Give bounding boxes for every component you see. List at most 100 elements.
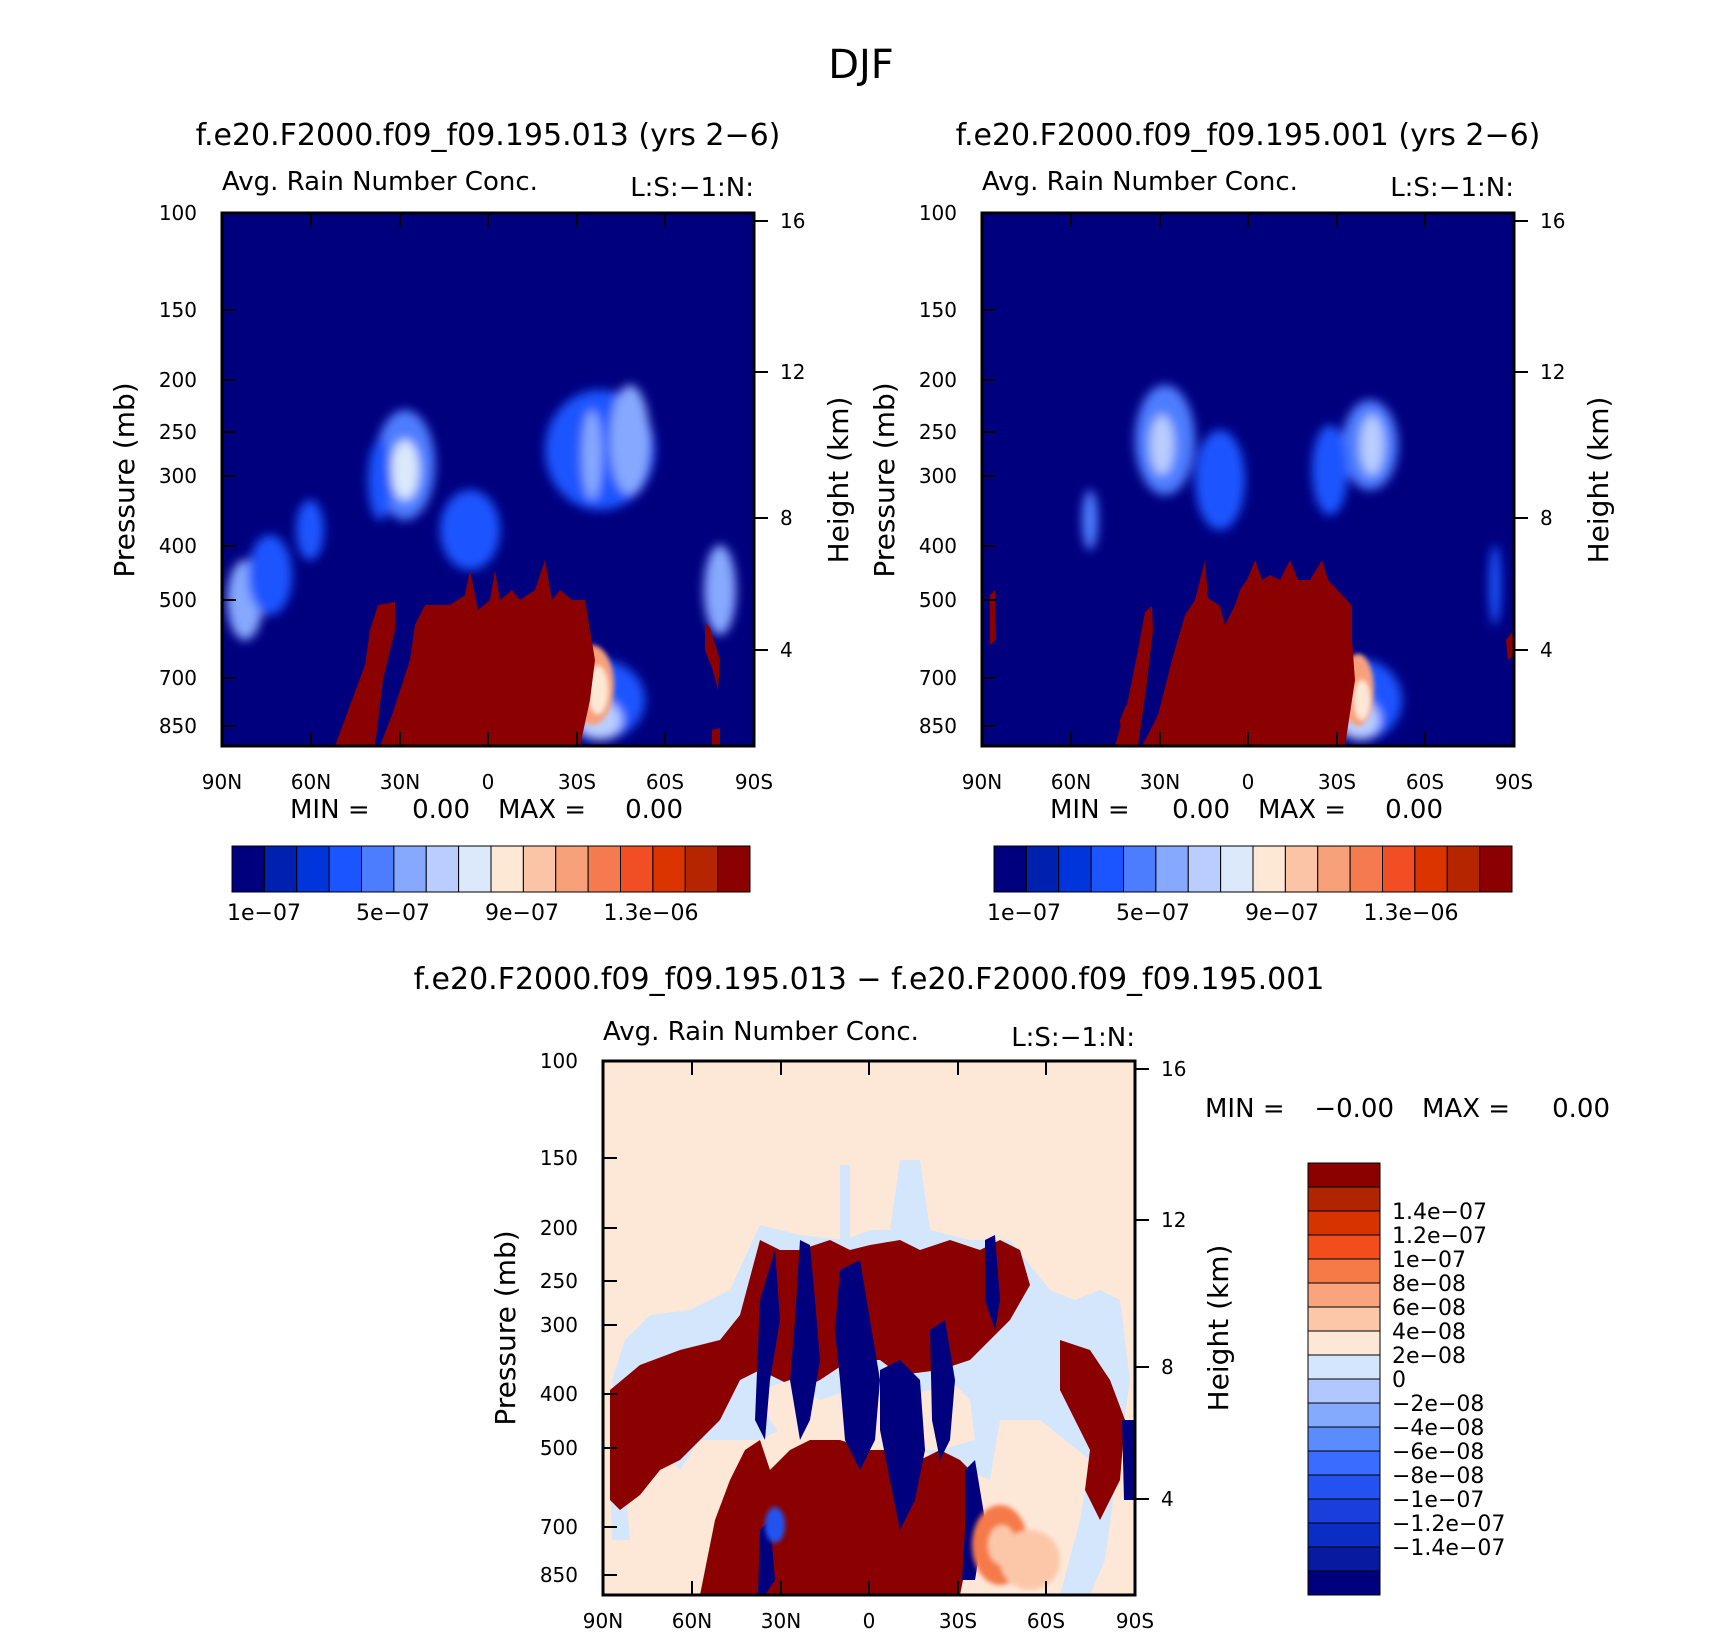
y-tick-label: 250 <box>919 420 957 444</box>
colorbar-label: 2e−08 <box>1392 1344 1466 1369</box>
colorbar-swatch <box>1307 1450 1381 1476</box>
colorbar-swatch <box>328 845 362 893</box>
y-right-tick-label: 4 <box>1540 638 1553 662</box>
min-label: MIN = <box>1205 1094 1285 1124</box>
plot-field <box>982 213 1514 746</box>
y-tick-label: 100 <box>919 201 957 225</box>
colorbar-swatch <box>1307 1498 1381 1524</box>
y-axis-title: Pressure (mb) <box>868 382 901 577</box>
colorbar-label: 1.3e−06 <box>604 901 699 926</box>
colorbar-swatch <box>1349 845 1383 893</box>
colorbar-swatch <box>1252 845 1286 893</box>
colorbar-swatch <box>1307 1474 1381 1500</box>
x-tick-label: 90S <box>1116 1609 1154 1633</box>
x-tick-label: 0 <box>482 770 495 794</box>
y-tick-label: 300 <box>540 1313 578 1337</box>
colorbar-label: −1.4e−07 <box>1392 1536 1505 1561</box>
colorbar-swatch <box>1307 1354 1381 1380</box>
x-tick-label: 0 <box>863 1609 876 1633</box>
colorbar-swatch <box>458 845 492 893</box>
colorbar-label: 1.2e−07 <box>1392 1224 1487 1249</box>
colorbar-swatch <box>555 845 589 893</box>
x-tick-label: 60N <box>1051 770 1091 794</box>
diff-blue-streaks <box>755 1235 1135 1595</box>
y-right-tick-label: 12 <box>1540 360 1565 384</box>
y-tick-label: 150 <box>919 298 957 322</box>
colorbar-swatch <box>1317 845 1351 893</box>
x-axis <box>221 213 755 746</box>
x-axis <box>981 213 1515 746</box>
max-label: MAX = <box>1422 1094 1510 1124</box>
x-tick-label: 30S <box>1318 770 1356 794</box>
colorbar-swatch <box>1307 1234 1381 1260</box>
colorbar-swatch <box>1123 845 1157 893</box>
y-right-axis-title: Height (km) <box>1202 1245 1235 1412</box>
y-tick-label: 500 <box>919 588 957 612</box>
x-tick-label: 60N <box>672 1609 712 1633</box>
y-tick-label: 200 <box>159 368 197 392</box>
y-right-tick-label: 8 <box>1161 1355 1174 1379</box>
panel-subtitle-right: L:S:−1:N: <box>1011 1023 1135 1053</box>
y-axis-title: Pressure (mb) <box>489 1230 522 1425</box>
colorbar-swatch <box>1307 1522 1381 1548</box>
y-axis-right <box>754 220 768 651</box>
y-right-tick-label: 8 <box>1540 506 1553 530</box>
x-tick-label: 60N <box>291 770 331 794</box>
min-label: MIN = <box>1050 795 1130 825</box>
y-axis-left <box>222 212 236 727</box>
max-label: MAX = <box>498 795 586 825</box>
y-axis-right <box>1514 220 1528 651</box>
figure-title: DJF <box>828 42 894 88</box>
colorbar-swatch <box>620 845 654 893</box>
colorbar-label: 5e−07 <box>1116 901 1190 926</box>
colorbar-label: −4e−08 <box>1392 1416 1484 1441</box>
x-tick-label: 30N <box>761 1609 801 1633</box>
x-tick-label: 90N <box>202 770 242 794</box>
y-axis-title: Pressure (mb) <box>108 382 141 577</box>
panel-subtitle-left: Avg. Rain Number Conc. <box>982 167 1298 197</box>
y-tick-label: 250 <box>540 1269 578 1293</box>
y-tick-label: 850 <box>919 714 957 738</box>
y-tick-label: 400 <box>159 534 197 558</box>
y-right-tick-label: 12 <box>1161 1208 1186 1232</box>
colorbar-swatch <box>1382 845 1416 893</box>
colorbar-label: 1e−07 <box>987 901 1061 926</box>
colorbar-swatch <box>1307 1330 1381 1356</box>
colorbar-label: 1.3e−06 <box>1364 901 1459 926</box>
plot-field <box>603 1061 1135 1595</box>
y-tick-label: 300 <box>919 464 957 488</box>
y-right-axis-title: Height (km) <box>1582 397 1615 564</box>
panel-title: f.e20.F2000.f09_f09.195.013 − f.e20.F200… <box>414 962 1325 997</box>
y-tick-label: 400 <box>919 534 957 558</box>
y-right-tick-label: 16 <box>780 209 805 233</box>
colorbar-swatch <box>1414 845 1448 893</box>
y-tick-label: 400 <box>540 1382 578 1406</box>
colorbar-label: 9e−07 <box>1245 901 1319 926</box>
y-tick-label: 100 <box>540 1049 578 1073</box>
y-tick-label: 300 <box>159 464 197 488</box>
x-axis <box>602 1061 1136 1595</box>
colorbar-label: 8e−08 <box>1392 1272 1466 1297</box>
min-value: 0.00 <box>1172 795 1230 825</box>
y-tick-label: 100 <box>159 201 197 225</box>
x-tick-label: 90S <box>735 770 773 794</box>
colorbar-label: 0 <box>1392 1368 1406 1393</box>
y-tick-label: 700 <box>919 666 957 690</box>
colorbar-swatch <box>1307 1282 1381 1308</box>
max-label: MAX = <box>1258 795 1346 825</box>
y-tick-label: 850 <box>540 1563 578 1587</box>
colorbar-swatch <box>1025 845 1060 893</box>
colorbar-swatch <box>490 845 524 893</box>
y-tick-label: 500 <box>540 1436 578 1460</box>
y-right-tick-label: 12 <box>780 360 805 384</box>
y-right-axis-title: Height (km) <box>822 397 855 564</box>
min-value: −0.00 <box>1314 1094 1394 1124</box>
colorbar-label: 1.4e−07 <box>1392 1200 1487 1225</box>
colorbar <box>231 845 751 893</box>
colorbar-swatch <box>1307 1306 1381 1332</box>
colorbar-swatch <box>393 845 427 893</box>
y-right-tick-label: 16 <box>1540 209 1565 233</box>
panel-top-right: f.e20.F2000.f09_f09.195.001 (yrs 2−6) Av… <box>868 118 1615 926</box>
panel-title: f.e20.F2000.f09_f09.195.013 (yrs 2−6) <box>196 118 781 153</box>
